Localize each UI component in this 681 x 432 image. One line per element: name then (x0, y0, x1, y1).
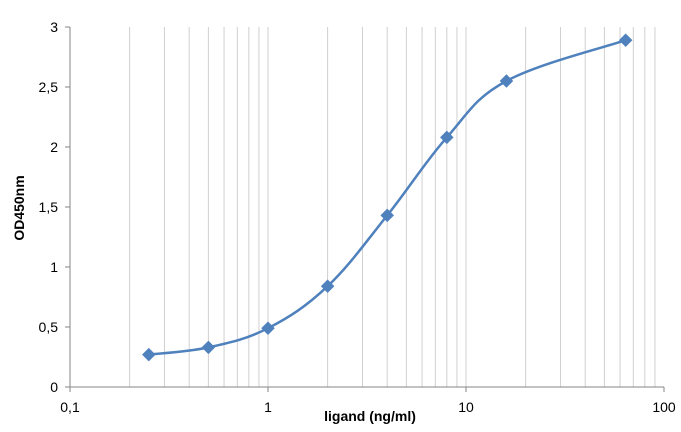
data-point (261, 321, 275, 336)
data-point (141, 347, 156, 362)
x-axis-title: ligand (ng/ml) (324, 408, 416, 424)
chart-titles: ligand (ng/ml) OD450nm (11, 175, 416, 424)
x-tick-label: 10 (458, 399, 474, 415)
y-tick-label: 3 (50, 19, 58, 35)
y-axis-title: OD450nm (11, 175, 27, 240)
chart-series (141, 33, 633, 362)
y-tick-label: 1 (50, 259, 58, 275)
y-tick-label: 0,5 (39, 319, 59, 335)
chart-axes (65, 26, 665, 392)
data-point (320, 279, 335, 294)
data-point (618, 33, 633, 48)
y-tick-label: 2,5 (39, 79, 59, 95)
data-point (439, 130, 454, 145)
chart-grid (129, 27, 656, 387)
data-point (499, 74, 514, 88)
data-point (380, 208, 395, 223)
y-tick-label: 1,5 (39, 199, 59, 215)
chart-tick-labels: 0 0,5 1 1,5 2 2,5 3 0,1 1 10 100 (39, 19, 676, 415)
x-tick-label: 100 (652, 399, 676, 415)
x-tick-label: 0,1 (60, 399, 80, 415)
x-tick-label: 1 (264, 399, 272, 415)
data-point (201, 340, 216, 355)
y-tick-label: 0 (50, 379, 58, 395)
y-tick-label: 2 (50, 139, 58, 155)
